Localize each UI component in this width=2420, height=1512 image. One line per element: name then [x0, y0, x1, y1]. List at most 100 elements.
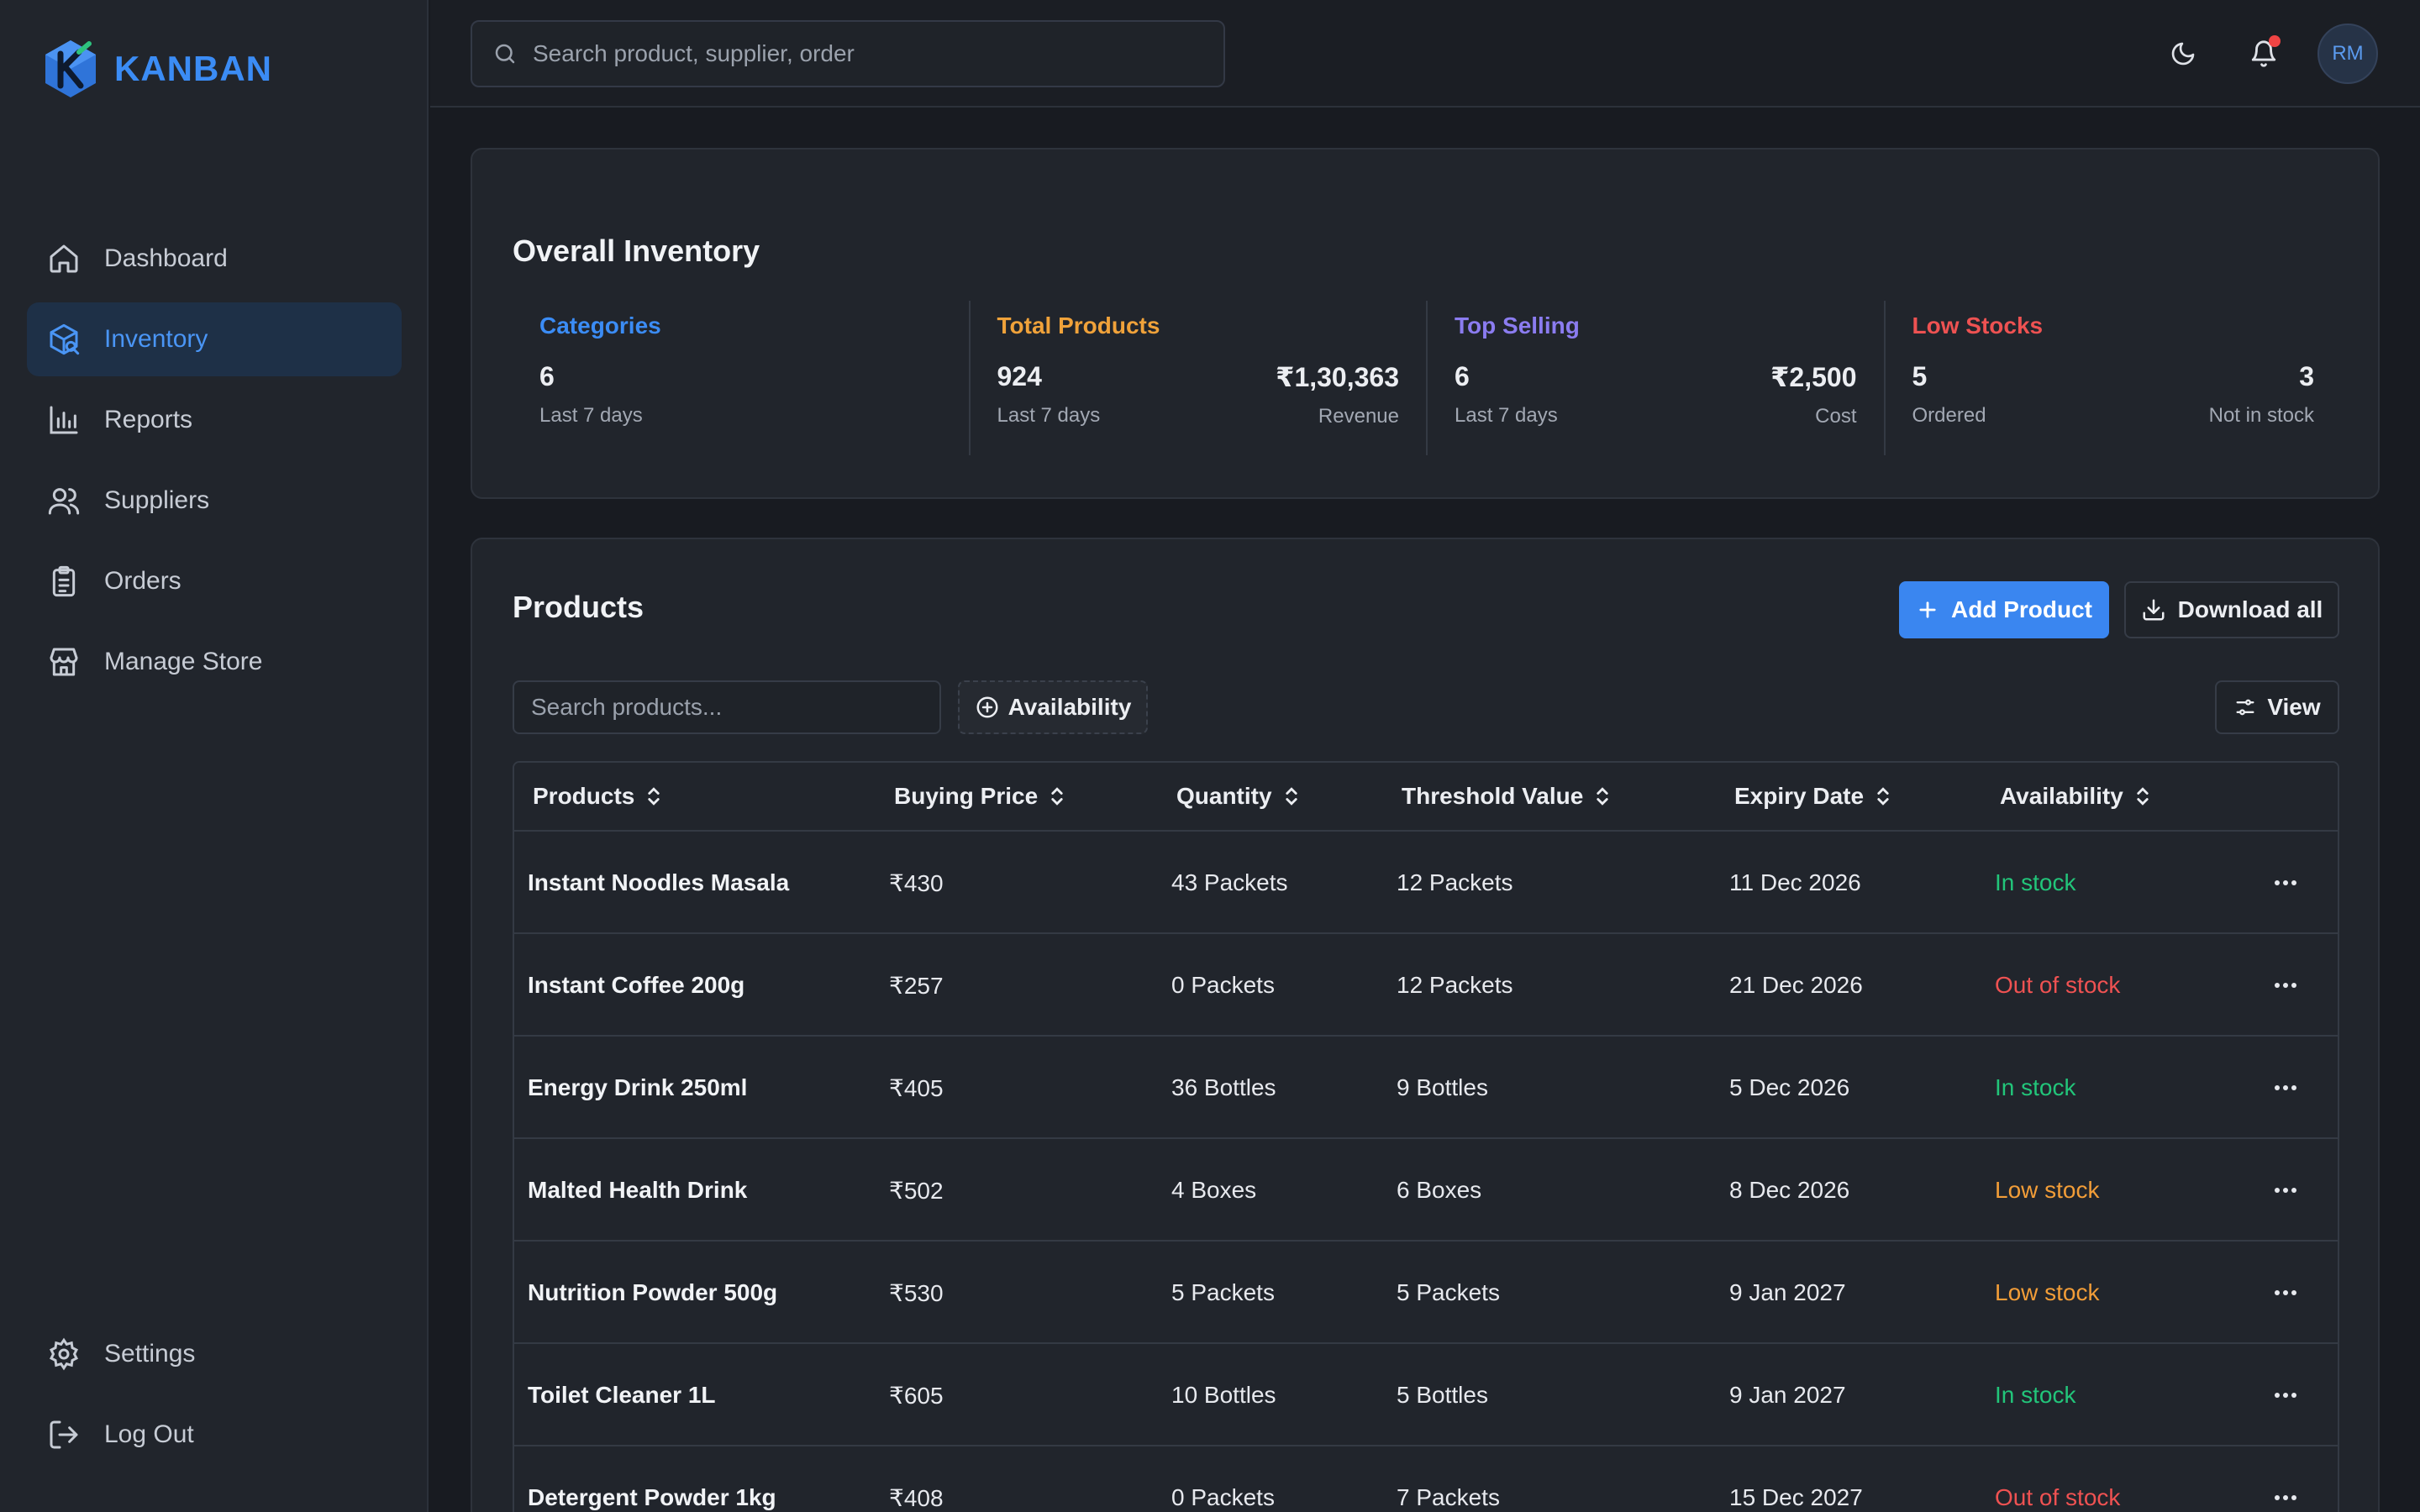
- inventory-title: Overall Inventory: [513, 234, 760, 268]
- stat-right-sub: Revenue: [1318, 405, 1399, 428]
- sidebar-item-label: Log Out: [104, 1420, 194, 1448]
- more-horizontal-icon: [2275, 1188, 2296, 1193]
- sort-icon: [1877, 787, 1889, 806]
- sidebar-item-suppliers[interactable]: Suppliers: [27, 464, 402, 538]
- column-header-threshold-value[interactable]: Threshold Value: [1402, 783, 1612, 810]
- table-row[interactable]: Energy Drink 250ml ₹405 36 Bottles 9 Bottle…: [514, 1037, 2338, 1139]
- column-header-label: Threshold Value: [1402, 783, 1584, 809]
- sidebar-item-logout[interactable]: Log Out: [27, 1398, 402, 1472]
- table-row[interactable]: Malted Health Drink ₹502 4 Boxes 6 Boxes 8 D…: [514, 1139, 2338, 1242]
- availability-filter-button[interactable]: Availability: [958, 680, 1148, 734]
- stat-right-value: ₹1,30,363: [1276, 362, 1399, 392]
- threshold-cell: 12 Packets: [1397, 869, 1513, 895]
- sidebar-item-manage-store[interactable]: Manage Store: [27, 625, 402, 699]
- quantity-cell: 0 Packets: [1171, 972, 1275, 998]
- row-actions-button[interactable]: [2269, 1378, 2302, 1412]
- column-header-label: Quantity: [1176, 783, 1272, 809]
- stat-label: Top Selling: [1455, 312, 1580, 339]
- quantity-cell: 0 Packets: [1171, 1484, 1275, 1510]
- sidebar-item-dashboard[interactable]: Dashboard: [27, 222, 402, 296]
- column-header-label: Availability: [2000, 783, 2123, 809]
- product-name-cell: Nutrition Powder 500g: [528, 1279, 778, 1305]
- availability-cell: Low stock: [1995, 1279, 2100, 1305]
- sidebar-item-orders[interactable]: Orders: [27, 544, 402, 618]
- brand[interactable]: KANBAN: [42, 39, 272, 99]
- add-product-button[interactable]: Add Product: [1899, 581, 2109, 638]
- table-row[interactable]: Instant Coffee 200g ₹257 0 Packets 12 Packe…: [514, 934, 2338, 1037]
- sort-icon: [1051, 787, 1063, 806]
- quantity-cell: 10 Bottles: [1171, 1382, 1276, 1408]
- sidebar-item-settings[interactable]: Settings: [27, 1317, 402, 1391]
- stat-label: Low Stocks: [1912, 312, 2044, 339]
- theme-toggle-button[interactable]: [2153, 24, 2213, 84]
- table-row[interactable]: Detergent Powder 1kg ₹408 0 Packets 7 Packe…: [514, 1446, 2338, 1512]
- sidebar-item-inventory[interactable]: Inventory: [27, 302, 402, 376]
- download-all-button[interactable]: Download all: [2124, 581, 2339, 638]
- stat-right-value: 3: [2299, 361, 2314, 391]
- stat-right-sub: Cost: [1815, 405, 1857, 428]
- view-options-button[interactable]: View: [2215, 680, 2339, 734]
- inventory-stats: Categories 6 Last 7 days Total Products …: [513, 301, 2341, 455]
- products-search-input[interactable]: [513, 680, 941, 734]
- column-header-buying-price[interactable]: Buying Price: [894, 783, 1066, 810]
- availability-cell: Out of stock: [1995, 1484, 2121, 1510]
- row-actions-button[interactable]: [2269, 1276, 2302, 1310]
- stat-row: 6 Last 7 days: [539, 361, 942, 428]
- expiry-date-cell: 11 Dec 2026: [1729, 869, 1861, 895]
- column-header-products[interactable]: Products: [533, 783, 663, 810]
- sort-icon: [1285, 787, 1297, 806]
- column-header-availability[interactable]: Availability: [2000, 783, 2152, 810]
- threshold-cell: 7 Packets: [1397, 1484, 1500, 1510]
- download-icon: [2143, 599, 2165, 621]
- top-actions: RM: [2133, 20, 2378, 87]
- stat-low-stocks: Low Stocks 5 Ordered 3 Not in stock: [1883, 301, 2342, 455]
- brand-name: KANBAN: [114, 49, 272, 88]
- row-actions-button[interactable]: [2269, 1071, 2302, 1105]
- stat-right-value: ₹2,500: [1770, 362, 1857, 392]
- avatar[interactable]: RM: [2317, 24, 2378, 84]
- table-header: Products Buying Price Quantity Threshold…: [514, 763, 2338, 832]
- stat-total-products: Total Products 924 Last 7 days ₹1,30,363…: [968, 301, 1427, 455]
- stat-value: 5: [1912, 361, 1928, 391]
- stat-row: 6 Last 7 days ₹2,500 Cost: [1455, 361, 1857, 428]
- quantity-cell: 43 Packets: [1171, 869, 1288, 895]
- row-actions-button[interactable]: [2269, 1173, 2302, 1207]
- table-row[interactable]: Nutrition Powder 500g ₹530 5 Packets 5 Pack…: [514, 1242, 2338, 1344]
- sidebar-item-label: Dashboard: [104, 244, 228, 272]
- column-header-quantity[interactable]: Quantity: [1176, 783, 1301, 810]
- row-actions-button[interactable]: [2269, 1481, 2302, 1512]
- table-row[interactable]: Toilet Cleaner 1L ₹605 10 Bottles 5 Bottles…: [514, 1344, 2338, 1446]
- table-row[interactable]: Instant Noodles Masala ₹430 43 Packets 12 P…: [514, 832, 2338, 934]
- expiry-date-cell: 9 Jan 2027: [1729, 1382, 1846, 1408]
- bell-icon: [2251, 40, 2276, 67]
- availability-cell: In stock: [1995, 1382, 2076, 1408]
- expiry-date-cell: 5 Dec 2026: [1729, 1074, 1850, 1100]
- sidebar-item-reports[interactable]: Reports: [27, 383, 402, 457]
- row-actions-button[interactable]: [2269, 969, 2302, 1002]
- logout-icon: [47, 1418, 81, 1452]
- table-body: Instant Noodles Masala ₹430 43 Packets 12 P…: [514, 832, 2338, 1512]
- more-horizontal-icon: [2275, 1495, 2296, 1500]
- global-search-input[interactable]: [533, 40, 1205, 67]
- moon-icon: [2171, 42, 2195, 66]
- buying-price-cell: ₹502: [889, 1177, 944, 1204]
- notifications-button[interactable]: [2233, 24, 2294, 84]
- threshold-cell: 9 Bottles: [1397, 1074, 1488, 1100]
- stat-sub: Last 7 days: [539, 404, 643, 427]
- clipboard-icon: [47, 564, 81, 598]
- global-search[interactable]: [471, 20, 1225, 87]
- quantity-cell: 4 Boxes: [1171, 1177, 1257, 1203]
- view-label: View: [2267, 694, 2321, 720]
- row-actions-button[interactable]: [2269, 866, 2302, 900]
- products-title: Products: [513, 590, 644, 624]
- column-header-expiry-date[interactable]: Expiry Date: [1734, 783, 1892, 810]
- expiry-date-cell: 8 Dec 2026: [1729, 1177, 1850, 1203]
- products-card: Products Add Product Download all Availa…: [471, 538, 2380, 1512]
- availability-filter-label: Availability: [1007, 694, 1132, 720]
- stat-sub: Last 7 days: [997, 404, 1101, 427]
- notification-badge: [2269, 35, 2281, 47]
- more-horizontal-icon: [2275, 1290, 2296, 1295]
- stat-right-sub: Not in stock: [2208, 404, 2314, 427]
- plus-circle-icon: [976, 696, 998, 718]
